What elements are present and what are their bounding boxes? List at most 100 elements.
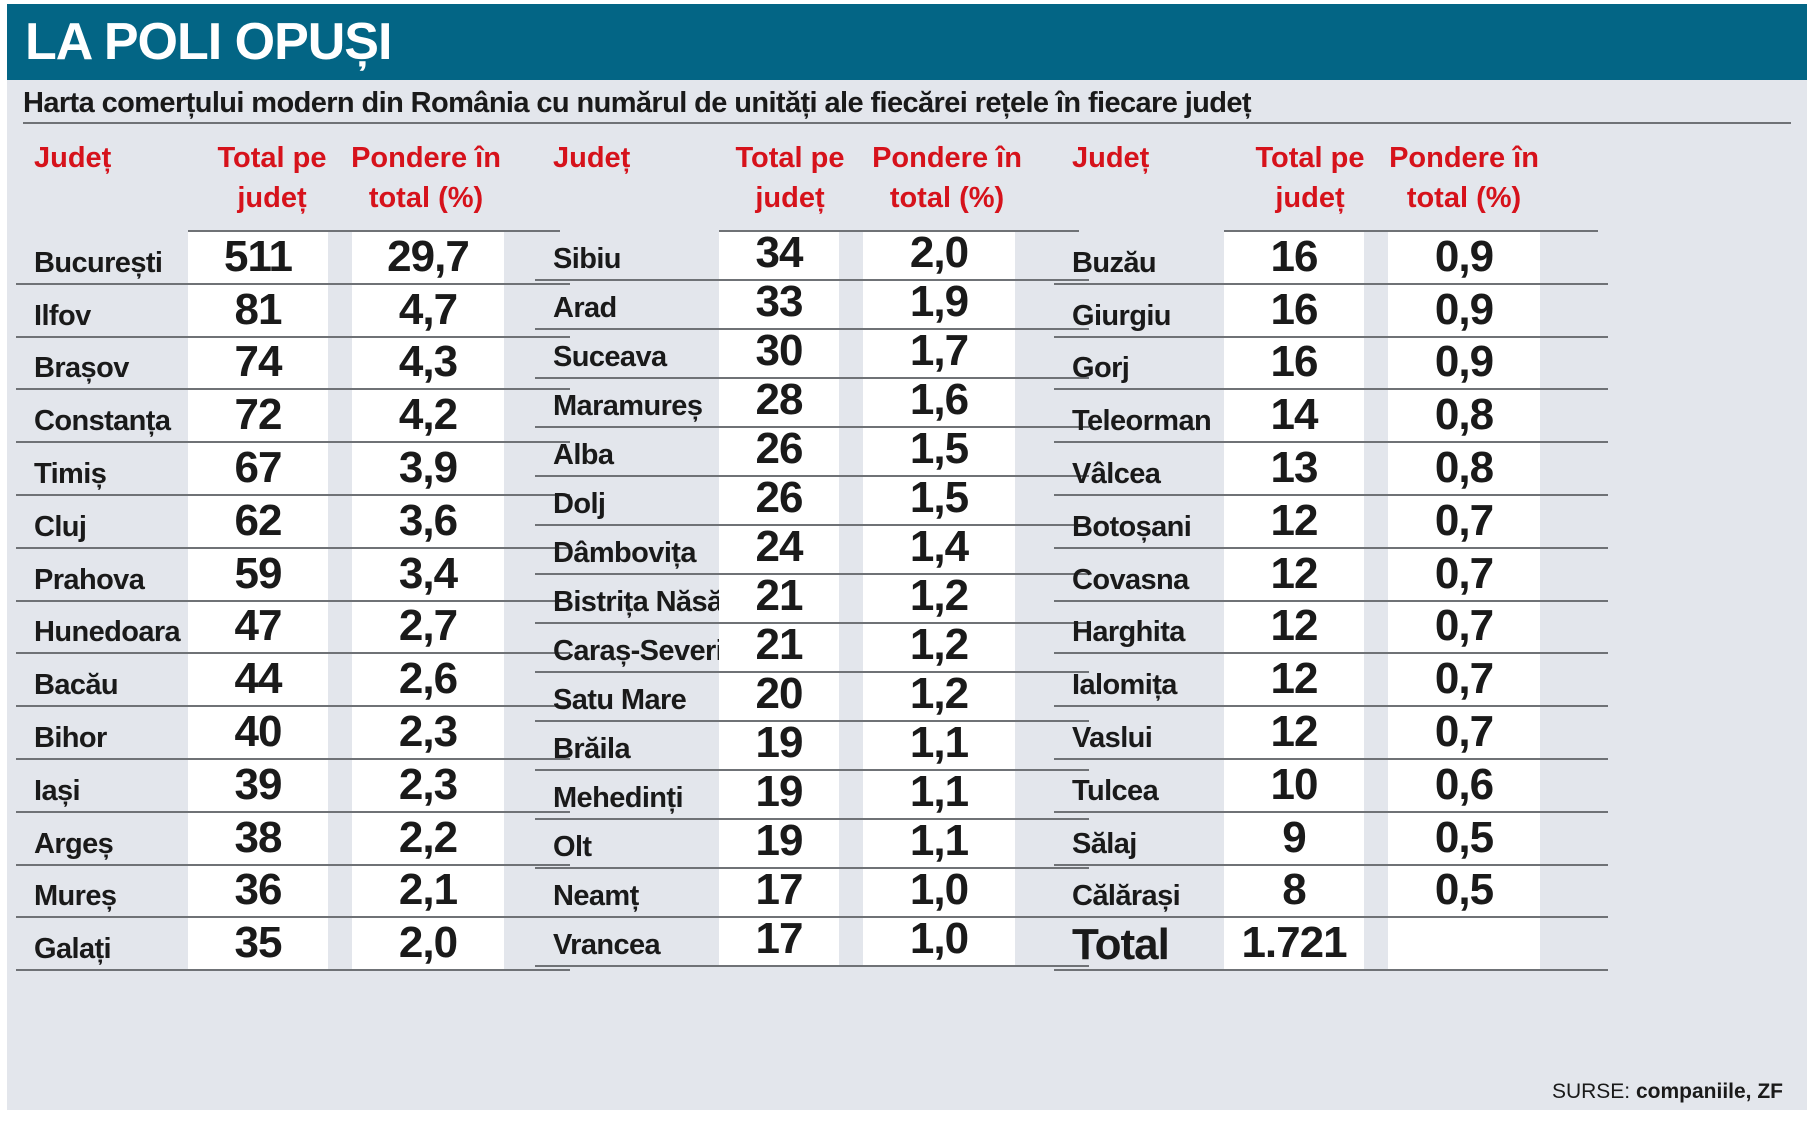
county-name: Cluj <box>34 510 87 543</box>
share-cell <box>1388 918 1540 970</box>
share-cell: 1,7 <box>863 326 1015 377</box>
total-cell: 34 <box>719 229 839 279</box>
share-value: 1,7 <box>909 326 969 375</box>
county-name: Covasna <box>1072 563 1189 596</box>
share-value: 2,7 <box>398 601 458 651</box>
header-divider <box>1224 230 1598 232</box>
share-value: 2,3 <box>398 706 458 756</box>
total-cell: 8 <box>1224 865 1364 917</box>
county-name: Gorj <box>1072 352 1130 385</box>
total-value: 28 <box>755 375 804 424</box>
county-name: Suceava <box>553 341 667 373</box>
total-value: 20 <box>755 669 804 718</box>
county-name: Neamț <box>553 880 639 912</box>
total-cell: 16 <box>1224 284 1364 336</box>
share-cell: 2,1 <box>352 865 504 917</box>
county-name: Total <box>1072 920 1170 970</box>
share-value: 2,6 <box>398 654 458 704</box>
county-name: Dâmbovița <box>553 537 696 569</box>
total-cell: 12 <box>1224 707 1364 758</box>
share-cell: 2,7 <box>352 601 504 653</box>
share-cell: 0,7 <box>1388 495 1540 547</box>
total-value: 30 <box>755 326 804 375</box>
total-value: 19 <box>755 718 804 767</box>
table-row: Galați 35 2,0 <box>16 918 570 972</box>
table-row: Hunedoara 47 2,7 <box>16 601 570 655</box>
county-name: Botoșani <box>1072 510 1192 543</box>
county-name: Alba <box>553 439 614 471</box>
county-name: Galați <box>34 933 112 966</box>
share-cell: 4,2 <box>352 390 504 442</box>
total-cell: 59 <box>188 548 328 600</box>
total-cell: 17 <box>719 915 839 965</box>
subtitle: Harta comerțului modern din România cu n… <box>23 87 1252 119</box>
table-row: Bistrița Năsăud 21 1,2 <box>535 572 1089 624</box>
table-row: Constanța 72 4,2 <box>16 390 570 444</box>
share-value: 29,7 <box>387 231 470 281</box>
table-row: Mehedinți 19 1,1 <box>535 768 1089 820</box>
county-name: Vâlcea <box>1072 457 1161 490</box>
total-cell: 16 <box>1224 337 1364 389</box>
county-name: Ilfov <box>34 299 91 332</box>
table-row: Vrancea 17 1,0 <box>535 915 1089 967</box>
share-cell: 0,9 <box>1388 337 1540 389</box>
total-value: 16 <box>1270 231 1319 281</box>
table-row: Botoșani 12 0,7 <box>1054 495 1608 549</box>
table-row: Buzău 16 0,9 <box>1054 232 1608 285</box>
share-value: 0,7 <box>1434 654 1494 704</box>
total-value: 40 <box>234 706 283 756</box>
header-share: Pondere în total (%) <box>351 142 501 214</box>
total-cell: 16 <box>1224 232 1364 283</box>
total-cell: 26 <box>719 424 839 475</box>
share-value: 3,9 <box>398 442 458 492</box>
table-row: Vaslui 12 0,7 <box>1054 707 1608 760</box>
total-value: 72 <box>234 390 283 440</box>
share-value: 2,3 <box>398 759 458 809</box>
county-name: Vrancea <box>553 929 661 961</box>
share-cell: 0,8 <box>1388 390 1540 442</box>
total-value: 26 <box>755 424 804 473</box>
share-value: 1,0 <box>909 865 969 914</box>
table-row: Ialomița 12 0,7 <box>1054 654 1608 708</box>
share-cell: 0,7 <box>1388 707 1540 758</box>
total-cell: 44 <box>188 654 328 706</box>
share-value: 2,0 <box>398 918 458 968</box>
county-name: Bacău <box>34 669 119 702</box>
share-value: 0,8 <box>1434 390 1494 440</box>
county-name: Buzău <box>1072 246 1157 279</box>
table-row: Olt 19 1,1 <box>535 817 1089 869</box>
total-cell: 40 <box>188 707 328 758</box>
county-name: Dolj <box>553 488 606 520</box>
county-name: Sălaj <box>1072 827 1137 860</box>
total-value: 1.721 <box>1241 918 1347 968</box>
share-cell: 4,3 <box>352 337 504 389</box>
share-value: 2,1 <box>398 865 458 915</box>
page-title: LA POLI OPUȘI <box>25 13 392 71</box>
share-cell: 1,0 <box>863 915 1015 965</box>
total-cell: 74 <box>188 337 328 389</box>
share-value: 2,0 <box>909 228 969 277</box>
share-cell: 2,3 <box>352 707 504 758</box>
table-row: Alba 26 1,5 <box>535 424 1089 477</box>
total-value: 16 <box>1270 284 1319 334</box>
county-name: Maramureș <box>553 390 703 422</box>
county-name: Iași <box>34 774 81 807</box>
county-name: Bihor <box>34 721 107 754</box>
total-cell: 20 <box>719 669 839 720</box>
county-name: Constanța <box>34 405 171 438</box>
total-value: 26 <box>755 473 804 522</box>
county-name: Brăila <box>553 733 631 765</box>
table-row: București 511 29,7 <box>16 232 570 285</box>
header-divider <box>719 230 1079 232</box>
table-row: Vâlcea 13 0,8 <box>1054 443 1608 496</box>
total-value: 39 <box>234 759 283 809</box>
total-cell: 19 <box>719 718 839 769</box>
total-value: 10 <box>1270 759 1319 809</box>
total-value: 8 <box>1282 865 1306 915</box>
table-row: Dolj 26 1,5 <box>535 473 1089 526</box>
share-cell: 1,1 <box>863 768 1015 818</box>
share-cell: 1,5 <box>863 425 1015 475</box>
share-cell: 1,1 <box>863 817 1015 867</box>
header-county: Județ <box>1072 142 1150 174</box>
share-cell: 2,3 <box>352 759 504 811</box>
